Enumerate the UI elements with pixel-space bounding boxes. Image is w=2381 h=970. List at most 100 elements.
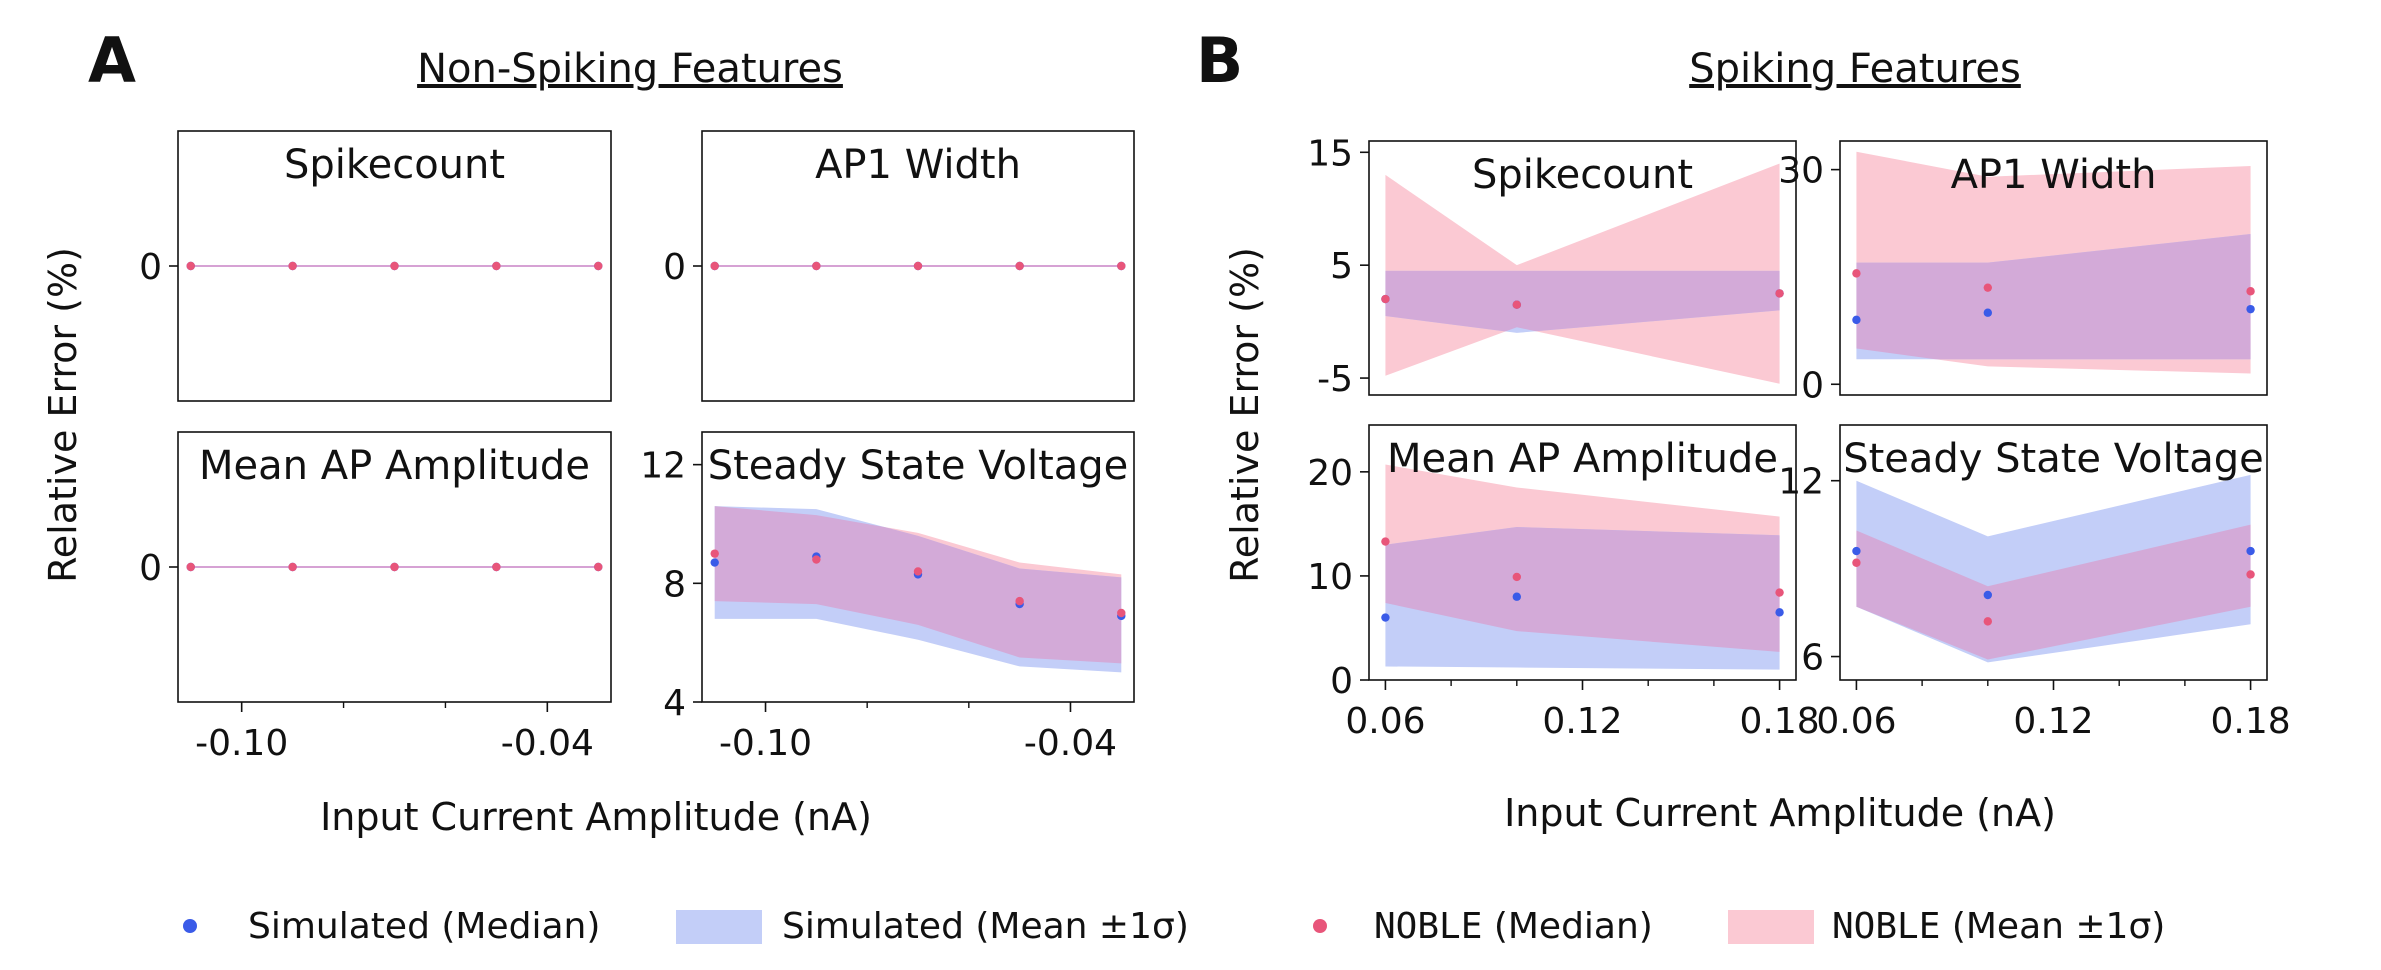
noble-median-point	[186, 562, 195, 572]
noble-median-point	[1983, 283, 1993, 292]
subplot-a-spikecount: Spikecount 0	[139, 130, 612, 402]
noble-median-point	[1117, 608, 1126, 618]
simulated-median-point	[1983, 308, 1993, 317]
band-layer	[1856, 151, 2251, 374]
subplot-title: Spikecount	[1472, 152, 1693, 198]
legend-item-noble-median: NOBLE (Median)	[1313, 906, 1653, 947]
noble-median-point	[288, 261, 297, 271]
x-tick-label: 0.12	[1542, 701, 1622, 742]
legend-noble-prefix: NOBLE	[1832, 906, 1940, 947]
plot-frame	[701, 431, 1135, 703]
legend-label-noble-median: NOBLE (Median)	[1374, 906, 1653, 947]
noble-median-point	[186, 261, 195, 271]
noble-median-point	[1775, 588, 1784, 597]
overlap-band	[1385, 270, 1780, 333]
legend-noble-median-suffix: (Median)	[1482, 906, 1652, 947]
simulated-median-point	[1852, 546, 1861, 556]
y-tick-label: 0	[139, 247, 162, 288]
noble-median-point	[1852, 269, 1861, 278]
x-tick-label: 0.06	[1816, 701, 1896, 742]
noble-median-point	[1512, 300, 1522, 309]
y-tick-label: 0	[1801, 365, 1824, 406]
y-tick-label: 8	[663, 564, 686, 605]
legend-item-simulated-median: Simulated (Median)	[183, 906, 600, 947]
subplot-title: Mean AP Amplitude	[1387, 436, 1778, 482]
x-tick-label: 0.18	[1739, 701, 1819, 742]
panel-b-ylabel: Relative Error (%)	[1223, 247, 1267, 583]
legend-item-noble-band: NOBLE (Mean ±1σ)	[1728, 906, 2165, 947]
noble-median-point	[492, 562, 501, 572]
panel-b-xlabel: Input Current Amplitude (nA)	[1504, 791, 2056, 835]
subplot-a-steady-state-voltage: Steady State Voltage 4 8 12 -0.10 -0.04	[640, 431, 1135, 764]
panel-a-xlabel: Input Current Amplitude (nA)	[320, 795, 872, 839]
subplot-b-steady-state-voltage: Steady State Voltage 6 12 0.06 0.12 0.18	[1778, 424, 2291, 742]
x-tick-label: -0.04	[501, 723, 594, 764]
panel-b-title: Spiking Features	[1689, 46, 2021, 92]
legend-swatch-noble-band	[1728, 910, 1814, 944]
legend-label-noble-band: NOBLE (Mean ±1σ)	[1832, 906, 2165, 947]
y-tick-label: 0	[1330, 661, 1353, 702]
band-layer	[1385, 163, 1780, 384]
noble-median-point	[2246, 287, 2255, 296]
subplots: Spikecount 0 AP1 Width 0 Mean AP Amplitude 0 -…	[139, 130, 2291, 764]
y-tick-label: 6	[1801, 638, 1824, 679]
noble-median-point	[390, 562, 399, 572]
legend-label-simulated-median: Simulated (Median)	[248, 906, 600, 947]
noble-median-point	[2246, 570, 2255, 579]
y-tick-label: 15	[1307, 133, 1353, 174]
noble-median-point	[1117, 261, 1126, 271]
x-tick-label: 0.18	[2210, 701, 2290, 742]
noble-median-point	[710, 261, 719, 271]
legend-label-simulated-band: Simulated (Mean ±1σ)	[782, 906, 1189, 947]
noble-median-point	[1381, 294, 1390, 304]
simulated-median-point	[2246, 546, 2255, 556]
plot-frame	[1839, 140, 2268, 396]
legend-item-simulated-band: Simulated (Mean ±1σ)	[676, 906, 1189, 947]
legend: Simulated (Median) Simulated (Mean ±1σ) …	[183, 906, 2165, 947]
subplot-title: Steady State Voltage	[708, 443, 1129, 489]
noble-median-point	[390, 261, 399, 271]
noble-median-point	[288, 562, 297, 572]
y-tick-label: 5	[1330, 246, 1353, 287]
band-layer	[1385, 464, 1780, 670]
noble-median-point	[492, 261, 501, 271]
noble-median-point	[812, 555, 821, 564]
subplot-a-mean-ap-amplitude: Mean AP Amplitude 0 -0.10 -0.04	[139, 431, 612, 764]
x-tick-label: 0.12	[2013, 701, 2093, 742]
band-layer	[714, 506, 1122, 673]
plot-frame	[1368, 140, 1797, 396]
legend-marker-simulated-median	[183, 919, 197, 933]
panel-a-title: Non-Spiking Features	[417, 46, 843, 92]
subplot-title: Spikecount	[284, 142, 505, 188]
x-tick-label: 0.06	[1345, 701, 1425, 742]
y-tick-label: 12	[640, 446, 686, 487]
noble-median-point	[710, 549, 719, 558]
noble-median-point	[1775, 289, 1784, 298]
y-tick-label: 30	[1778, 151, 1824, 192]
subplot-b-mean-ap-amplitude: Mean AP Amplitude 0 10 20 0.06 0.12 0.18	[1307, 424, 1820, 742]
x-tick-label: -0.10	[719, 723, 812, 764]
overlap-band	[714, 506, 1122, 664]
y-tick-label: 0	[663, 247, 686, 288]
simulated-median-point	[1512, 592, 1522, 601]
subplot-b-ap1-width: AP1 Width 0 30	[1778, 140, 2268, 406]
x-tick-label: -0.10	[195, 723, 288, 764]
legend-noble-band-suffix: (Mean ±1σ)	[1940, 906, 2165, 947]
y-tick-label: -5	[1317, 359, 1353, 400]
noble-median-point	[913, 261, 923, 271]
legend-marker-noble-median	[1313, 919, 1327, 933]
legend-noble-prefix: NOBLE	[1374, 906, 1482, 947]
panel-a-letter: A	[88, 24, 136, 97]
noble-median-point	[812, 261, 821, 271]
noble-median-point	[1983, 617, 1993, 626]
noble-median-point	[594, 261, 603, 271]
y-tick-label: 10	[1307, 557, 1353, 598]
subplot-title: AP1 Width	[1951, 152, 2157, 198]
noble-median-point	[1015, 261, 1024, 271]
subplot-a-ap1-width: AP1 Width 0	[663, 130, 1135, 402]
simulated-median-point	[1852, 315, 1861, 325]
y-tick-label: 4	[663, 683, 686, 724]
simulated-median-point	[1381, 613, 1390, 622]
noble-median-point	[1381, 537, 1390, 546]
